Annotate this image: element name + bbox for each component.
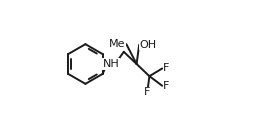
Text: F: F (163, 63, 170, 73)
Text: F: F (163, 81, 170, 91)
Text: F: F (144, 87, 150, 97)
Text: NH: NH (103, 59, 119, 69)
Text: OH: OH (140, 40, 157, 50)
Text: Me: Me (109, 39, 126, 49)
